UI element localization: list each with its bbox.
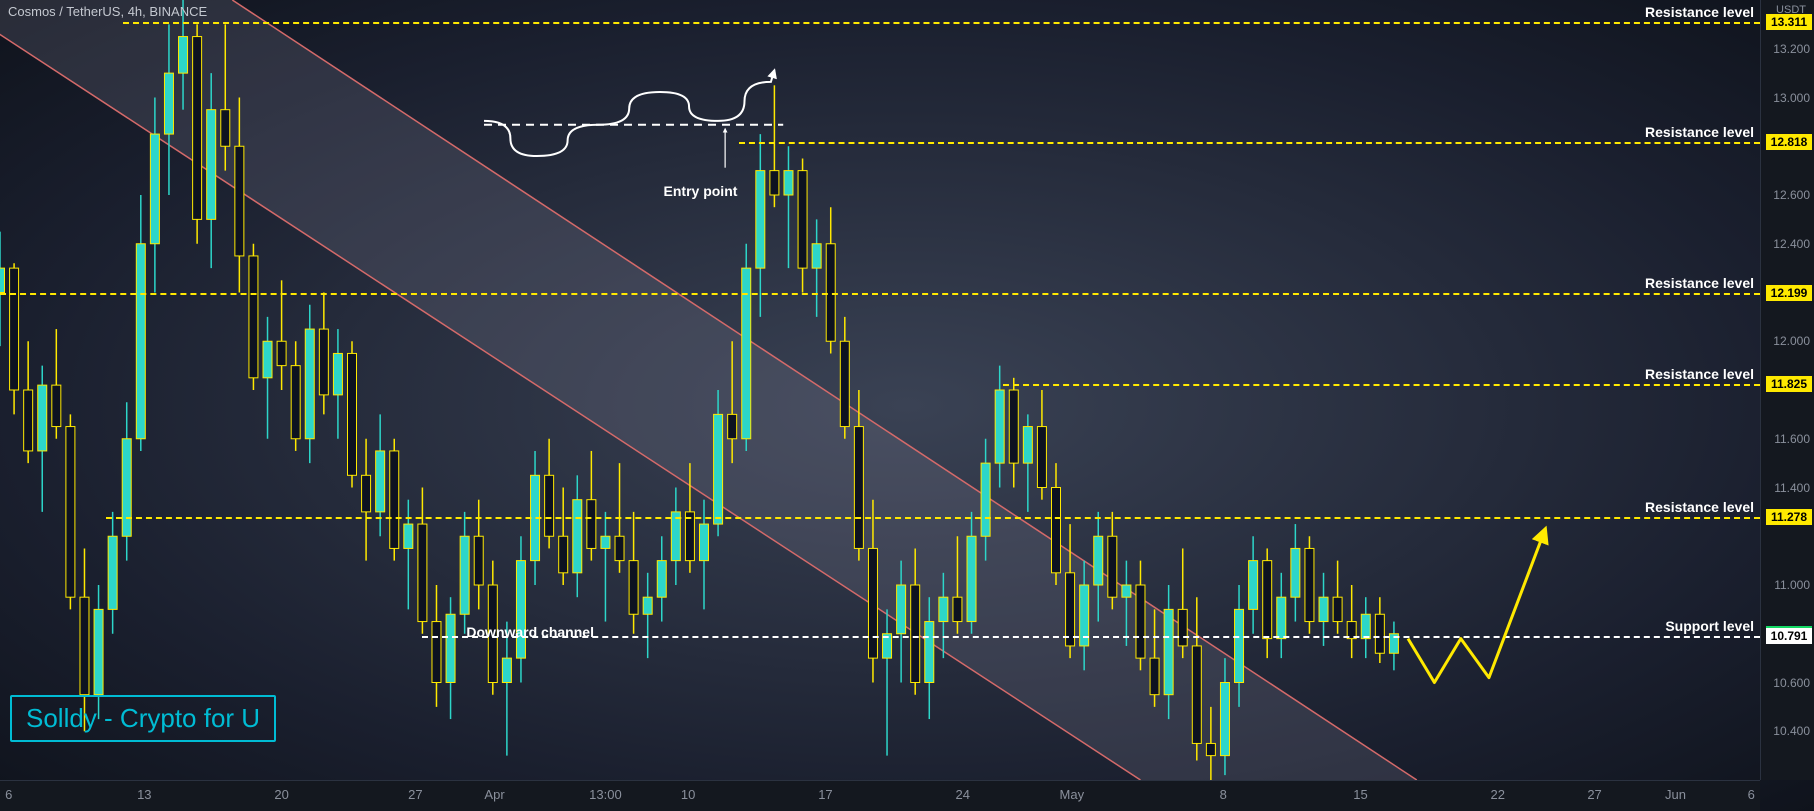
level-label: Resistance level	[1645, 124, 1754, 142]
level-label: Resistance level	[1645, 4, 1754, 22]
horizontal-level-line[interactable]	[739, 142, 1760, 144]
price-tick: 11.400	[1774, 481, 1810, 495]
chart-title: Cosmos / TetherUS, 4h, BINANCE	[8, 4, 207, 19]
candlestick-series	[0, 0, 1760, 780]
time-tick: 17	[818, 787, 832, 802]
time-tick: 13:00	[589, 787, 622, 802]
price-marker: 12.818	[1766, 134, 1812, 150]
time-tick: Jun	[1665, 787, 1686, 802]
time-tick: 15	[1353, 787, 1367, 802]
horizontal-level-line[interactable]	[0, 293, 1760, 295]
channel-label: Downward channel	[466, 624, 594, 640]
chart-plot-area[interactable]: Cosmos / TetherUS, 4h, BINANCE Resistanc…	[0, 0, 1760, 780]
level-label: Resistance level	[1645, 275, 1754, 293]
time-tick: 27	[408, 787, 422, 802]
price-tick: 11.000	[1774, 578, 1810, 592]
price-marker: 12.199	[1766, 285, 1812, 301]
watermark: Solldy - Crypto for U	[10, 695, 276, 742]
price-tick: 13.000	[1773, 91, 1810, 105]
time-tick: 20	[274, 787, 288, 802]
price-marker: 11.278	[1766, 509, 1812, 525]
level-label: Resistance level	[1645, 366, 1754, 384]
time-tick: 22	[1491, 787, 1505, 802]
time-tick: Apr	[484, 787, 504, 802]
price-tick: 10.400	[1773, 724, 1810, 738]
price-axis[interactable]: USDT 13.20013.00012.60012.40012.00011.60…	[1760, 0, 1814, 780]
price-marker: 13.311	[1766, 14, 1812, 30]
time-tick: 6	[1748, 787, 1755, 802]
horizontal-level-line[interactable]	[106, 517, 1760, 519]
time-tick: 10	[681, 787, 695, 802]
time-axis[interactable]: 6 13 20 27 Apr 13:00 10 17 24 May 8 15 22 27 Jun 6	[0, 780, 1760, 811]
horizontal-level-line[interactable]	[1003, 384, 1760, 386]
time-tick: 6	[5, 787, 12, 802]
time-tick: 27	[1587, 787, 1601, 802]
price-marker: 11.825	[1766, 376, 1812, 392]
price-tick: 11.600	[1774, 432, 1810, 446]
time-tick: May	[1060, 787, 1085, 802]
level-label: Resistance level	[1645, 499, 1754, 517]
horizontal-level-line[interactable]	[422, 636, 1760, 638]
horizontal-level-line[interactable]	[123, 22, 1760, 24]
level-label: Support level	[1665, 618, 1754, 636]
price-marker: 10.791	[1766, 628, 1812, 644]
price-tick: 12.600	[1773, 188, 1810, 202]
entry-point-label: Entry point	[664, 183, 738, 199]
time-tick: 8	[1220, 787, 1227, 802]
price-tick: 12.400	[1773, 237, 1810, 251]
time-tick: 24	[955, 787, 969, 802]
price-tick: 12.000	[1773, 334, 1810, 348]
price-tick: 13.200	[1773, 42, 1810, 56]
price-tick: 10.600	[1773, 676, 1810, 690]
time-tick: 13	[137, 787, 151, 802]
